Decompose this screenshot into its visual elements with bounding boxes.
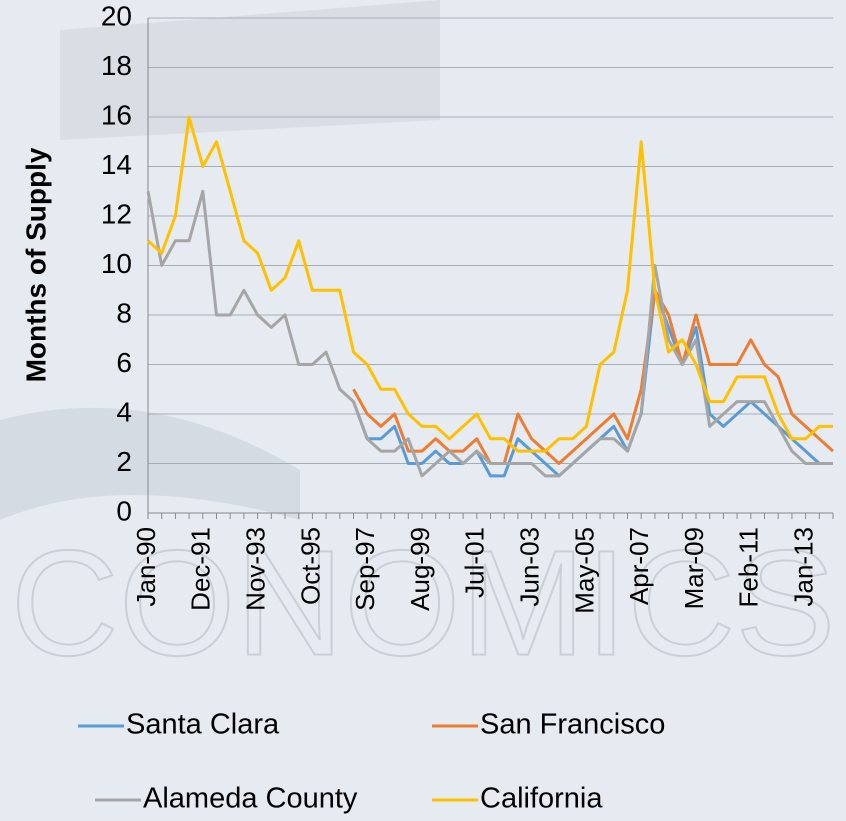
x-tick-label: Mar-09 bbox=[679, 527, 709, 609]
x-tick-label: Sep-97 bbox=[350, 527, 380, 611]
series-line bbox=[352, 288, 835, 465]
x-tick-label: May-05 bbox=[569, 527, 599, 614]
x-tick-label: Feb-11 bbox=[734, 527, 764, 607]
x-tick-label: Nov-93 bbox=[240, 527, 270, 611]
y-tick-label: 10 bbox=[101, 248, 132, 279]
y-tick-label: 0 bbox=[116, 495, 132, 526]
y-axis-label: Months of Supply bbox=[20, 147, 51, 382]
x-tick-label: Jan-90 bbox=[131, 527, 161, 607]
y-tick-label: 4 bbox=[116, 396, 132, 427]
y-tick-label: 12 bbox=[101, 198, 132, 229]
x-tick-label: Dec-91 bbox=[186, 527, 216, 611]
y-tick-label: 16 bbox=[101, 99, 132, 130]
y-tick-label: 6 bbox=[116, 347, 132, 378]
x-tick-label: Aug-99 bbox=[405, 527, 435, 611]
y-tick-label: 2 bbox=[116, 446, 132, 477]
series-line bbox=[146, 189, 833, 478]
y-tick-label: 18 bbox=[101, 50, 132, 81]
series-line bbox=[146, 115, 833, 453]
x-tick-label: Jun-03 bbox=[514, 527, 544, 607]
x-tick-label: Apr-07 bbox=[624, 527, 654, 605]
watermark: CONOMICS bbox=[11, 519, 836, 687]
legend-label: California bbox=[480, 783, 603, 815]
x-tick-label: Jul-01 bbox=[460, 527, 490, 598]
y-tick-label: 20 bbox=[101, 0, 132, 31]
legend-label: Santa Clara bbox=[126, 709, 280, 741]
y-tick-label: 14 bbox=[101, 149, 132, 180]
x-tick-label: Oct-95 bbox=[295, 527, 325, 605]
background-shape bbox=[60, 0, 440, 140]
legend-label: Alameda County bbox=[143, 783, 358, 815]
y-tick-label: 8 bbox=[116, 297, 132, 328]
legend-label: San Francisco bbox=[480, 709, 665, 741]
x-tick-label: Jan-13 bbox=[788, 527, 818, 607]
